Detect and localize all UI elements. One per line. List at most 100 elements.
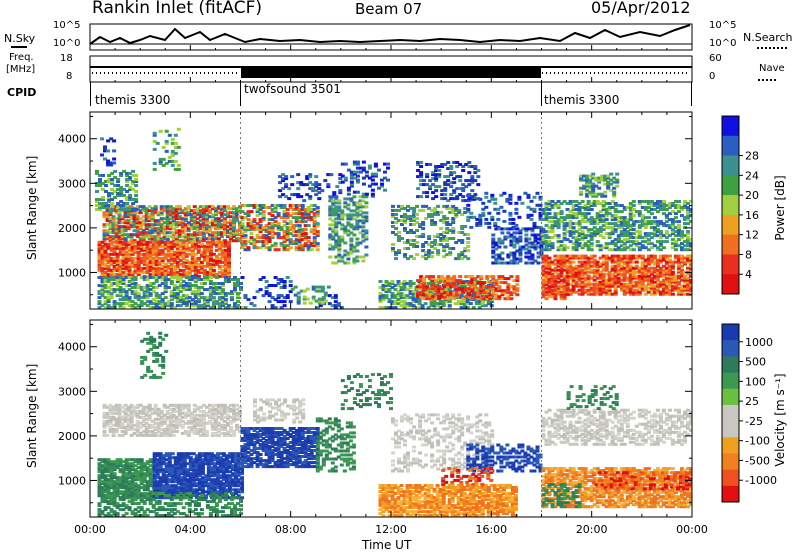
data-cell — [571, 270, 576, 274]
data-cell — [127, 300, 132, 304]
data-cell — [103, 264, 108, 268]
data-cell — [661, 270, 666, 274]
data-cell — [422, 283, 427, 287]
data-cell — [361, 182, 366, 186]
data-cell — [420, 306, 425, 309]
data-cell — [589, 216, 594, 220]
data-cell — [393, 288, 398, 292]
data-cell — [273, 284, 278, 287]
data-cell — [431, 183, 436, 187]
data-cell — [126, 215, 131, 219]
data-cell — [141, 209, 146, 213]
data-cell — [308, 173, 313, 177]
data-cell — [103, 250, 108, 254]
data-cell — [461, 187, 466, 191]
data-cell — [156, 235, 161, 239]
data-cell — [132, 217, 137, 221]
data-cell — [276, 212, 281, 216]
data-cell — [664, 278, 669, 282]
data-cell — [625, 218, 630, 222]
data-cell — [634, 210, 639, 214]
data-cell — [446, 183, 451, 187]
data-cell — [497, 239, 502, 243]
data-cell — [616, 248, 621, 252]
data-cell — [658, 284, 663, 288]
data-cell — [249, 226, 254, 230]
data-cell — [485, 289, 490, 293]
data-cell — [157, 272, 162, 276]
data-cell — [229, 225, 233, 229]
data-cell — [258, 228, 263, 232]
data-cell — [306, 248, 311, 252]
data-cell — [154, 260, 159, 264]
data-cell — [673, 274, 678, 278]
data-cell — [315, 208, 320, 211]
data-cell — [512, 285, 517, 289]
data-cell — [157, 266, 162, 270]
data-cell — [601, 274, 606, 278]
data-cell — [169, 292, 174, 296]
data-cell — [481, 201, 486, 205]
data-cell — [127, 248, 132, 252]
data-cell — [205, 246, 210, 250]
data-cell — [457, 231, 462, 234]
data-cell — [184, 252, 189, 256]
data-cell — [402, 300, 407, 304]
data-cell — [355, 237, 360, 241]
data-cell — [402, 286, 407, 289]
data-cell — [160, 260, 165, 264]
data-cell — [294, 206, 299, 209]
data-cell — [100, 254, 105, 258]
data-cell — [559, 216, 564, 220]
data-cell — [598, 292, 603, 296]
data-cell — [384, 280, 389, 283]
data-cell — [198, 211, 203, 215]
data-cell — [193, 302, 198, 306]
data-cell — [634, 242, 639, 246]
data-cell — [180, 223, 185, 227]
data-cell — [616, 272, 621, 276]
data-cell — [243, 306, 248, 309]
data-cell — [166, 304, 171, 308]
data-cell — [518, 253, 523, 257]
data-cell — [448, 229, 453, 232]
data-cell — [211, 268, 216, 272]
data-cell — [568, 220, 573, 224]
data-cell — [153, 239, 158, 243]
data-cell — [145, 268, 150, 272]
data-cell — [462, 300, 467, 304]
data-cell — [421, 255, 426, 259]
data-cell — [113, 176, 118, 179]
data-cell — [465, 306, 470, 309]
data-cell — [640, 200, 645, 203]
data-cell — [494, 297, 499, 301]
data-cell — [443, 295, 448, 299]
data-cell — [189, 227, 194, 231]
data-cell — [308, 175, 313, 179]
data-cell — [491, 285, 496, 289]
data-cell — [151, 250, 156, 254]
data-cell — [432, 304, 437, 308]
data-cell — [162, 237, 167, 241]
data-cell — [470, 165, 475, 168]
data-cell — [112, 300, 117, 304]
data-cell — [556, 212, 561, 216]
data-cell — [640, 284, 645, 288]
data-cell — [595, 212, 600, 216]
data-cell — [147, 213, 152, 217]
data-cell — [580, 280, 585, 284]
data-cell — [177, 209, 182, 213]
data-cell — [279, 216, 284, 220]
data-cell — [294, 218, 299, 222]
data-cell — [402, 294, 407, 298]
data-cell — [230, 296, 234, 300]
data-cell — [586, 264, 591, 268]
data-cell — [163, 256, 168, 260]
data-cell — [367, 166, 372, 170]
data-cell — [202, 306, 207, 309]
data-cell — [128, 194, 133, 197]
data-cell — [97, 306, 102, 309]
data-cell — [162, 207, 167, 211]
data-cell — [328, 217, 333, 221]
data-cell — [193, 290, 198, 294]
